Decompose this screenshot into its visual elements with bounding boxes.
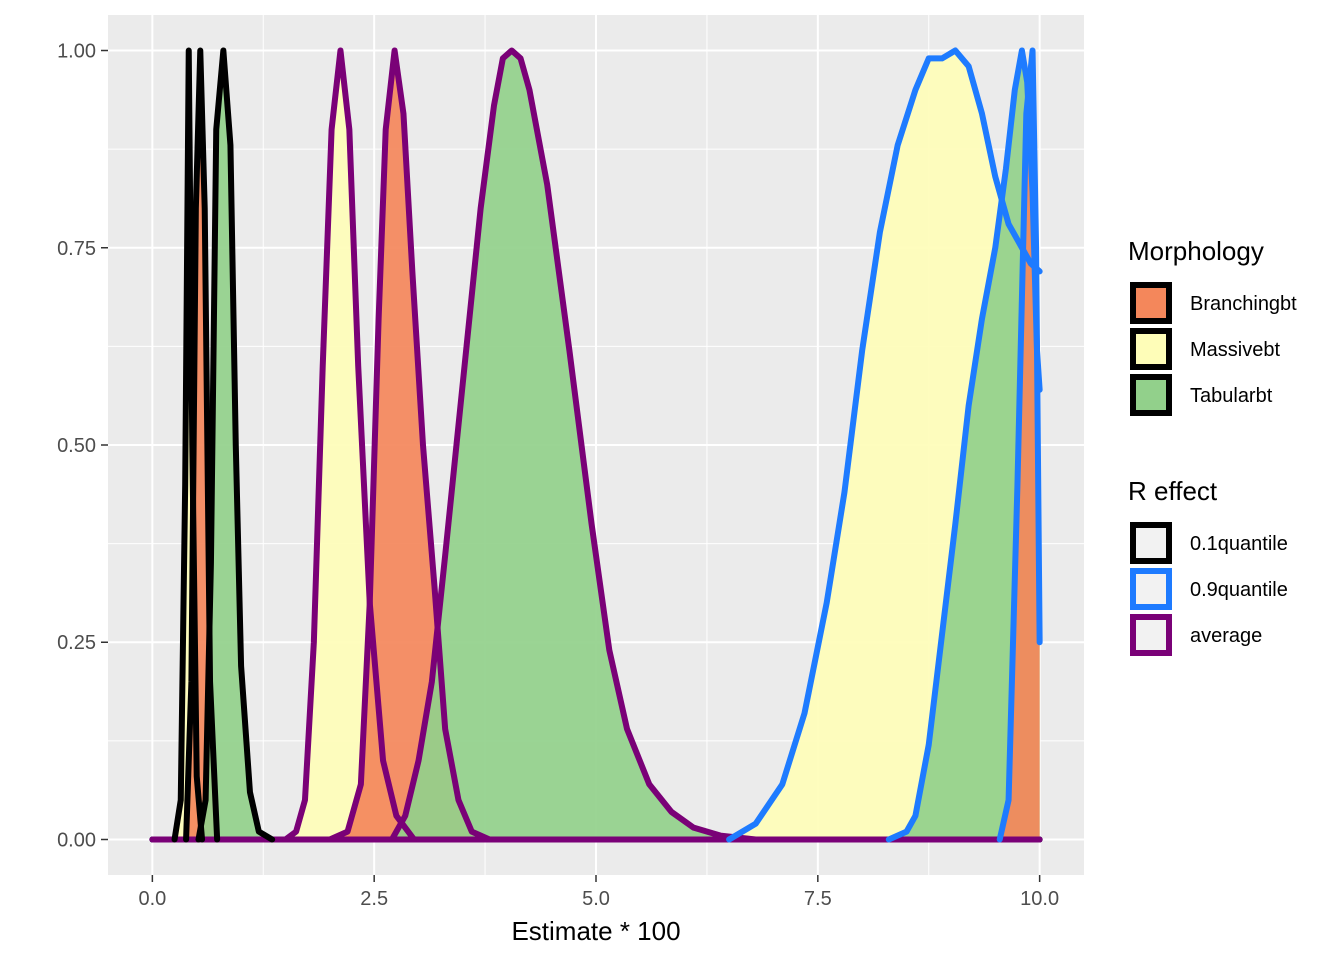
density-outline-massivebt-09quantile <box>726 47 1043 843</box>
legend-title: Morphology <box>1128 236 1264 266</box>
legend-title: R effect <box>1128 476 1218 506</box>
density-fill-tabularbt-average <box>391 50 756 840</box>
y-tick-label: 0.00 <box>57 829 96 851</box>
y-axis: 0.00 0.25 0.50 0.75 1.00 <box>57 41 108 851</box>
density-outline-tabularbt-average <box>388 47 759 843</box>
x-tick-label: 5.0 <box>582 888 610 910</box>
x-tick-label: 10.0 <box>1020 888 1059 910</box>
density-outline-massivebt-01quantile <box>171 47 206 843</box>
density-outlines <box>149 47 1043 843</box>
y-tick-label: 0.75 <box>57 238 96 260</box>
density-outline-tabularbt-09quantile <box>885 47 1043 843</box>
legend-label: 0.1quantile <box>1190 533 1288 555</box>
x-tick-label: 2.5 <box>360 888 388 910</box>
density-outline-branchingbt-average <box>326 47 493 843</box>
legend-label: Tabularbt <box>1190 385 1273 407</box>
density-fill-tabularbt-09quantile <box>888 50 1040 840</box>
legend-area: Morphology Branchingbt Massivebt Tabularbt R… <box>1128 236 1297 656</box>
x-tick-label: 0.0 <box>138 888 166 910</box>
legend-key <box>1130 522 1172 564</box>
x-axis: 0.0 2.5 5.0 7.5 10.0 <box>138 875 1059 910</box>
y-tick-label: 0.50 <box>57 435 96 457</box>
legend-key <box>1130 282 1172 324</box>
legend-key <box>1130 374 1172 416</box>
density-outline-branchingbt-09quantile <box>996 47 1043 843</box>
legend-label: Massivebt <box>1190 339 1280 361</box>
legend-key <box>1130 568 1172 610</box>
y-tick-label: 1.00 <box>57 41 96 63</box>
legend-label: 0.9quantile <box>1190 579 1288 601</box>
density-outline-tabularbt-01quantile <box>195 47 276 843</box>
y-tick-label: 0.25 <box>57 632 96 654</box>
legend-key <box>1130 614 1172 656</box>
x-tick-label: 7.5 <box>804 888 832 910</box>
legend-key <box>1130 328 1172 370</box>
density-fill-massivebt-average <box>285 50 415 840</box>
legend-label: average <box>1190 625 1262 647</box>
density-outline-massivebt-average <box>282 47 418 843</box>
legend-label: Branchingbt <box>1190 293 1297 315</box>
x-axis-title: Estimate * 100 <box>511 916 680 946</box>
